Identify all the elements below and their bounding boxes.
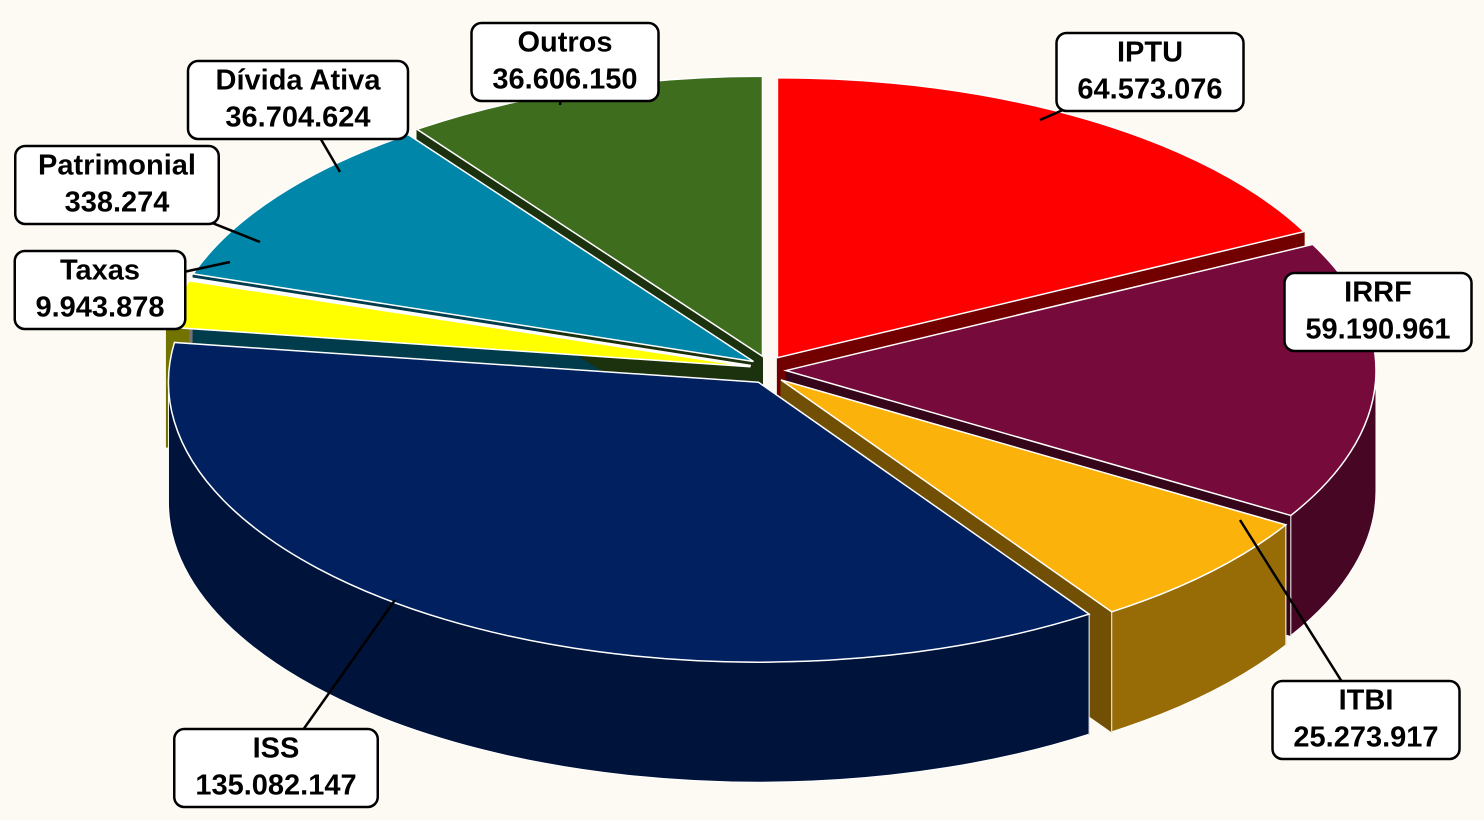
labels: IPTU 64.573.076 IRRF 59.190.961 ITBI 25.273.9… [13,21,1473,809]
slice [776,76,1306,359]
slice-value-label: 64.573.076 [1077,74,1222,106]
slice-label: Outros [517,27,612,59]
slice-value-label: 36.606.150 [492,64,637,96]
slice-label: Patrimonial [38,150,196,182]
slice [167,341,1091,663]
slice-label: IPTU [1117,37,1183,69]
slice-value-label: 36.704.624 [225,102,370,134]
slice-value-label: 25.273.917 [1293,722,1438,754]
callout-box [186,59,410,141]
slice [191,133,754,363]
callout-box [13,249,187,331]
slice-value-label: 9.943.878 [35,292,164,324]
callout-box [1283,271,1473,353]
slice [780,379,1288,613]
slice-label: ITBI [1339,685,1394,717]
callout-box [173,727,379,809]
callout-box [1271,679,1461,761]
slice-value-label: 338.274 [65,187,170,219]
slice [188,277,752,367]
slice-tops [165,75,1377,663]
slice-label: Dívida Ativa [216,65,382,97]
slice-value-label: 135.082.147 [195,770,356,802]
slice-label: Taxas [60,255,140,287]
slice-value-label: 59.190.961 [1305,314,1450,346]
callout-box [1055,31,1245,113]
callout-box [14,144,220,226]
slice-label: ISS [253,733,300,765]
slice-label: IRRF [1344,277,1412,309]
callout-box [470,21,660,103]
